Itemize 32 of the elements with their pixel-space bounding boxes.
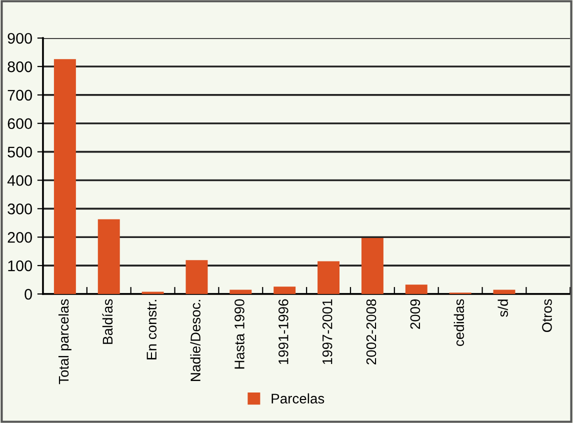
bar [274,286,296,294]
bar [405,284,428,294]
y-tick-label: 600 [8,118,32,130]
y-tick-label: 400 [7,175,32,186]
x-tick-label: Hasta 1990 [234,299,244,369]
x-tick-label: 2002-2008 [366,299,376,364]
bar [493,290,516,294]
x-tick-label: En constr. [146,300,157,360]
x-tick-label: Total parcelas [58,299,72,384]
x-tick-label: Nadie/Desoc. [190,300,200,381]
bar [361,238,384,294]
legend-label: Parcelas [272,393,324,404]
x-tick-label: cedidas [454,299,464,346]
x-tick-label: 2009 [410,299,420,329]
x-tick-label: 1997-2001 [322,299,332,364]
y-tick-label: 700 [8,90,32,101]
bar [186,260,208,294]
x-tick-label: Otros [542,299,552,332]
y-tick-label: 500 [8,146,32,158]
y-tick-label: 300 [8,204,32,214]
y-tick-label: 900 [8,32,32,44]
y-tick-label: 100 [8,260,32,272]
x-tick-label: 1991-1996 [278,299,288,364]
y-tick-label: 200 [8,232,32,243]
x-tick-label: s/d [498,300,508,317]
bar [230,290,252,294]
x-tick-label: Baldías [102,299,113,344]
bar [54,59,76,294]
y-tick-label: 800 [8,61,32,72]
bar [318,261,340,294]
y-tick-label: 0 [24,288,32,300]
bar [98,219,120,294]
